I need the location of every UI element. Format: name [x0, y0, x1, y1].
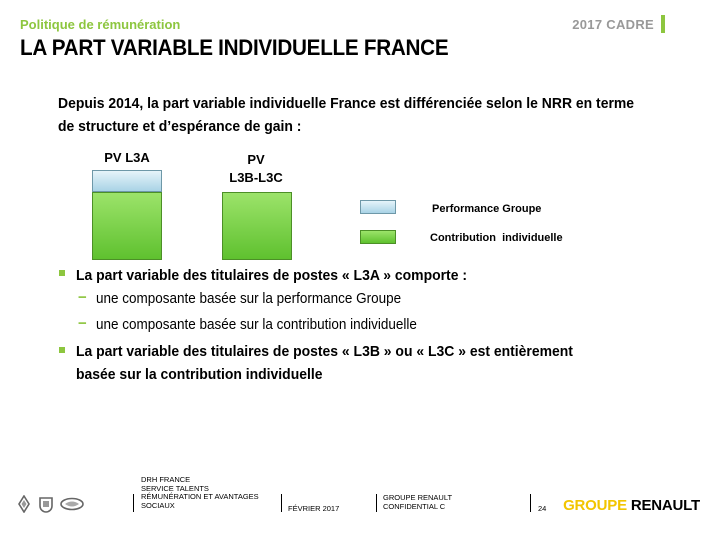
dash-icon: − [78, 289, 87, 306]
col2-label-line1: PV [247, 152, 265, 167]
bullet-2-line1: La part variable des titulaires de poste… [76, 343, 573, 360]
footer-dept-line: SOCIAUX [141, 500, 175, 510]
bullet-1-text: La part variable des titulaires de poste… [76, 267, 467, 284]
page-number: 24 [538, 504, 547, 513]
col2-label: PV L3B-L3C [218, 151, 294, 187]
footer-department: DRH FRANCE SERVICE TALENTS RÉMUNÉRATION … [141, 475, 259, 510]
legend-swatch-performance [360, 200, 396, 214]
brand-word-renault: RENAULT [630, 497, 700, 514]
bullet-square-icon [59, 270, 65, 276]
col1-label: PV L3A [104, 150, 150, 165]
footer-date: FÉVRIER 2017 [288, 504, 340, 513]
footer-dept-line: DRH FRANCE [141, 475, 191, 484]
footer-divider [376, 494, 377, 512]
legend-label-performance: Performance Groupe [432, 203, 542, 215]
sub-bullet-1-text: une composante basée sur la performance … [96, 291, 402, 307]
footer-dept-line: SERVICE TALENTS [141, 483, 209, 493]
renault-logo-icon [18, 495, 30, 513]
footer-company-line: GROUPE RENAULT [383, 493, 453, 502]
dash-icon: − [78, 315, 87, 332]
footer-logos [18, 495, 84, 513]
col1-contribution-block [92, 192, 162, 260]
bullet-2-text: La part variable des titulaires de poste… [76, 340, 573, 386]
year-accent-bar [661, 15, 665, 33]
footer-divider [281, 494, 282, 512]
footer-company: GROUPE RENAULT CONFIDENTIAL C [383, 493, 453, 511]
col2-label-line2: L3B-L3C [229, 170, 283, 185]
groupe-renault-logo: GROUPE RENAULT [563, 497, 700, 514]
footer-divider [133, 494, 134, 512]
col1-performance-block [92, 170, 162, 192]
dacia-logo-icon [39, 497, 53, 513]
brand-word-groupe: GROUPE [563, 497, 627, 514]
footer-dept-line: RÉMUNÉRATION ET AVANTAGES [141, 492, 259, 502]
samsung-logo-icon [60, 497, 84, 511]
section-kicker: Politique de rémunération [20, 17, 181, 32]
sub-bullet-2-text: une composante basée sur la contribution… [96, 317, 417, 333]
legend-swatch-contribution [360, 230, 396, 244]
intro-paragraph: Depuis 2014, la part variable individuel… [58, 95, 635, 135]
footer-company-line: CONFIDENTIAL C [383, 501, 446, 511]
col2-contribution-block [222, 192, 292, 260]
page-title: LA PART VARIABLE INDIVIDUELLE FRANCE [20, 35, 449, 60]
year-label: 2017 CADRE [572, 17, 654, 32]
bullet-square-icon [59, 347, 65, 353]
legend-label-contribution: Contribution individuelle [430, 232, 563, 244]
footer-divider [530, 494, 531, 512]
bullet-2-line2: basée sur la contribution individuelle [76, 366, 323, 383]
